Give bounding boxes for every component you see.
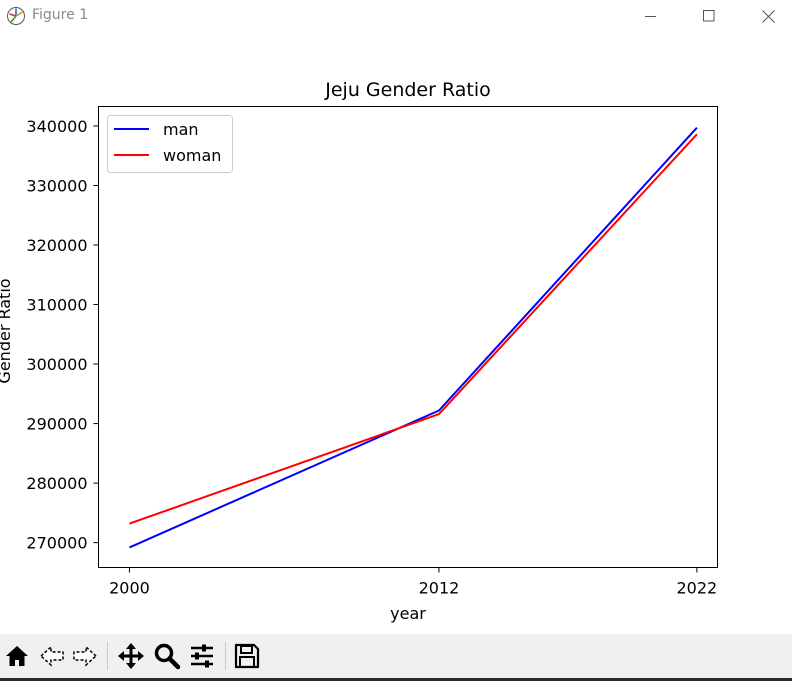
minimize-icon xyxy=(645,16,656,17)
y-tick-label: 280000 xyxy=(26,474,87,493)
save-icon xyxy=(234,643,260,669)
close-icon xyxy=(761,9,775,23)
legend: man woman xyxy=(107,115,233,173)
window-titlebar: Figure 1 xyxy=(0,0,792,32)
y-axis: 270000 280000 290000 300000 310000 320000 3300… xyxy=(26,117,99,553)
series-layer xyxy=(129,127,698,549)
configure-subplots-button[interactable] xyxy=(186,640,218,672)
y-tick-label: 290000 xyxy=(26,415,87,434)
y-tick-label: 340000 xyxy=(26,117,87,136)
x-tick-label: 2022 xyxy=(677,579,718,598)
y-tick-label: 330000 xyxy=(26,176,87,195)
legend-label-man: man xyxy=(163,120,199,139)
x-tick-label: 2012 xyxy=(419,579,460,598)
window-bottom-edge xyxy=(0,678,792,681)
x-tick-label: 2000 xyxy=(109,579,150,598)
x-axis-label: year xyxy=(390,604,426,623)
home-button[interactable] xyxy=(1,640,33,672)
pan-icon xyxy=(118,643,144,669)
maximize-button[interactable] xyxy=(686,0,732,32)
back-button[interactable] xyxy=(36,640,68,672)
x-axis: 2000 2012 2022 xyxy=(109,567,718,598)
y-tick-label: 270000 xyxy=(26,534,87,553)
figure-canvas: Jeju Gender Ratio 2000 2012 2022 270000 280… xyxy=(0,32,792,634)
zoom-icon xyxy=(154,643,181,670)
chart-title: Jeju Gender Ratio xyxy=(324,79,491,101)
close-button[interactable] xyxy=(745,0,791,32)
window-title: Figure 1 xyxy=(32,7,89,23)
series-line-man xyxy=(129,127,698,549)
home-icon xyxy=(6,646,28,666)
y-tick-label: 310000 xyxy=(26,296,87,315)
pan-button[interactable] xyxy=(115,640,147,672)
y-tick-label: 300000 xyxy=(26,355,87,374)
series-line-woman xyxy=(129,133,698,525)
minimize-button[interactable] xyxy=(628,0,674,32)
forward-button[interactable] xyxy=(69,640,101,672)
maximize-icon xyxy=(703,10,715,22)
configure-subplots-icon xyxy=(191,644,213,668)
y-axis-label: Gender Ratio xyxy=(0,278,14,383)
plot-frame xyxy=(98,106,718,568)
navigation-toolbar xyxy=(0,634,792,678)
toolbar-separator xyxy=(225,642,226,670)
save-button[interactable] xyxy=(231,640,263,672)
legend-label-woman: woman xyxy=(163,146,221,165)
y-tick-label: 320000 xyxy=(26,236,87,255)
forward-icon xyxy=(73,645,98,667)
zoom-button[interactable] xyxy=(151,640,183,672)
toolbar-separator xyxy=(107,642,108,670)
back-icon xyxy=(39,645,64,667)
app-icon xyxy=(6,6,26,26)
line-chart: Jeju Gender Ratio 2000 2012 2022 270000 280… xyxy=(0,79,718,623)
